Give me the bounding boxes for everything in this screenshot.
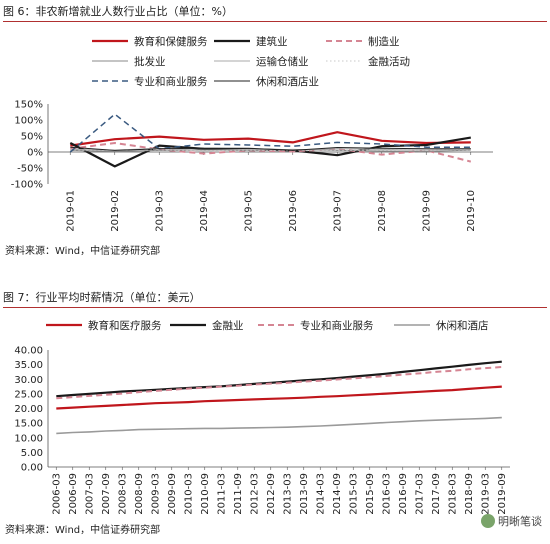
x-tick-label: 2019-05 [243,190,254,232]
x-tick-label: 2011-09 [233,473,244,515]
y-tick-label: 35.00 [14,360,43,371]
legend-item: 运输仓储业 [214,55,309,68]
x-tick-label: 2012-03 [249,473,260,515]
x-tick-label: 2012-09 [266,473,277,515]
x-tick-label: 2017-09 [431,473,442,515]
y-tick-label: 150% [14,100,43,111]
x-tick-label: 2006-09 [68,473,79,515]
y-tick-label: 40.00 [14,346,43,357]
series-line [56,416,502,435]
y-tick-label: 5.00 [21,448,43,459]
x-tick-label: 2017-03 [414,473,425,515]
x-tick-label: 2013-09 [299,473,310,515]
legend-item: 休闲和酒店业 [214,75,319,88]
series-line [69,113,471,153]
x-tick-label: 2015-09 [365,473,376,515]
x-tick-label: 2016-09 [398,473,409,515]
chart-figure-7: 教育和医疗服务 金融业 专业和商业服务 休闲和酒店 40.00 35.00 30.00 25.… [14,319,510,515]
x-tick-label: 2019-03 [480,473,491,515]
legend-item: 金融业 [170,319,244,332]
legend-item: 制造业 [326,35,400,48]
x-tick-label: 2006-03 [51,473,62,515]
x-tick-label: 2016-03 [381,473,392,515]
x-tick-label: 2008-09 [134,473,145,515]
x-tick-label: 2007-03 [84,473,95,515]
x-tick-label: 2009-09 [167,473,178,515]
x-tick-label: 2010-03 [183,473,194,515]
y-tick-label: 10.00 [14,433,43,444]
x-tick-label: 2019-07 [332,190,343,232]
y-tick-label: 15.00 [14,419,43,430]
watermark: 明晰笔谈 [481,513,542,529]
legend-item: 专业和商业服务 [92,75,208,88]
x-tick-label: 2019-04 [199,190,210,232]
figure-6-source: 资料来源：Wind，中信证券研究部 [5,246,161,257]
x-tick-label: 2007-09 [101,473,112,515]
figure-6-title: 图 6：非农新增就业人数行业占比（单位：%） [3,5,233,18]
y-tick-label: 0% [27,148,43,159]
x-tick-label: 2019-01 [65,190,76,232]
x-tick-label: 2015-03 [348,473,359,515]
series-line [70,149,471,152]
legend-item: 教育和保健服务 [92,35,208,48]
x-tick-label: 2010-09 [200,473,211,515]
series-line [70,146,471,151]
x-tick-label: 2009-03 [150,473,161,515]
figure-6-rule [3,21,547,22]
x-tick-label: 2019-09 [421,190,432,232]
legend-label: 教育和保健服务 [134,35,208,48]
y-tick-label: 20.00 [14,404,43,415]
x-tick-label: 2018-03 [447,473,458,515]
x-tick-label: 2019-06 [288,190,299,232]
series-line [56,366,502,400]
wechat-logo-icon [481,514,495,528]
legend-label: 休闲和酒店 [436,319,489,332]
legend-label: 教育和医疗服务 [88,319,162,332]
legend-label: 金融业 [212,319,244,332]
series-line [56,385,502,410]
x-tick-label: 2008-03 [117,473,128,515]
y-tick-label: -100% [11,180,43,191]
x-tick-label: 2014-09 [332,473,343,515]
x-tick-label: 2013-03 [282,473,293,515]
legend-label: 专业和商业服务 [300,319,374,332]
figure-7-source: 资料来源：Wind，中信证券研究部 [5,525,161,536]
legend-label: 运输仓储业 [256,55,309,68]
x-tick-label: 2018-09 [464,473,475,515]
legend-label: 专业和商业服务 [134,75,208,88]
x-tick-label: 2019-10 [466,190,477,232]
legend-item: 建筑业 [214,35,288,48]
x-tick-label: 2014-03 [315,473,326,515]
series-line [70,131,471,147]
legend-item: 专业和商业服务 [258,319,374,332]
legend-item: 休闲和酒店 [394,319,489,332]
watermark-text: 明晰笔谈 [498,515,542,528]
legend-item: 教育和医疗服务 [46,319,162,332]
y-tick-label: 0.00 [21,463,43,474]
x-tick-label: 2019-03 [154,190,165,232]
legend-label: 批发业 [134,55,166,68]
y-tick-label: -50% [17,164,43,175]
x-tick-label: 2019-02 [110,190,121,232]
legend-label: 休闲和酒店业 [256,75,319,88]
y-tick-label: 25.00 [14,389,43,400]
x-tick-label: 2011-03 [216,473,227,515]
legend-label: 制造业 [368,35,400,48]
x-tick-label: 2019-08 [377,190,388,232]
figure-7-title: 图 7：行业平均时薪情况（单位：美元） [3,291,201,304]
y-tick-label: 30.00 [14,375,43,386]
legend-item: 批发业 [92,55,166,68]
legend-item: 金融活动 [326,55,410,68]
legend-label: 建筑业 [256,35,288,48]
x-tick-label: 2019-09 [497,473,508,515]
y-tick-label: 100% [14,116,43,127]
figure-7-rule [3,307,547,308]
legend-label: 金融活动 [368,55,410,68]
y-tick-label: 50% [21,132,43,143]
